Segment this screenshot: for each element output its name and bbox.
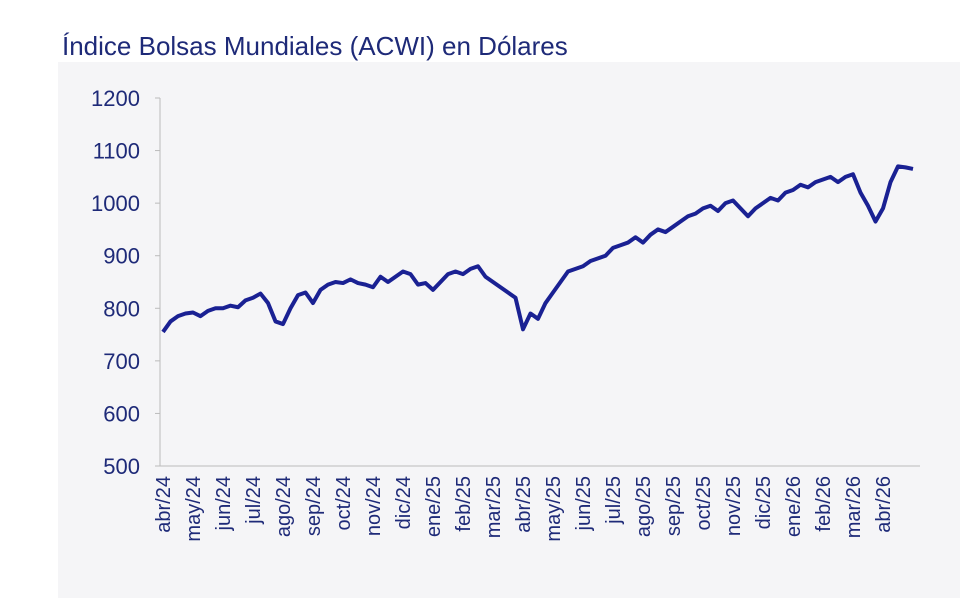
x-tick-label: abr/25 <box>513 476 535 533</box>
x-tick-label: ago/25 <box>633 476 655 537</box>
x-tick-label: jun/25 <box>573 476 595 532</box>
y-tick-label: 1200 <box>91 86 140 111</box>
y-tick-label: 800 <box>103 296 140 321</box>
x-tick-label: feb/26 <box>813 476 835 532</box>
x-tick-label: dic/25 <box>753 476 775 529</box>
x-tick-label: feb/25 <box>453 476 475 532</box>
x-tick-label: mar/25 <box>483 476 505 538</box>
x-tick-label: sep/25 <box>663 476 685 536</box>
x-tick-label: jul/24 <box>243 476 265 525</box>
y-tick-label: 900 <box>103 244 140 269</box>
x-tick-label: ago/24 <box>273 476 295 537</box>
x-tick-label: mar/26 <box>843 476 865 538</box>
x-tick-label: abr/26 <box>873 476 895 533</box>
y-tick-label: 600 <box>103 401 140 426</box>
y-tick-label: 1100 <box>93 139 140 164</box>
x-tick-label: jul/25 <box>603 476 625 525</box>
x-tick-label: dic/24 <box>393 476 415 529</box>
x-tick-label: oct/25 <box>693 476 715 530</box>
x-tick-label: may/25 <box>543 476 565 542</box>
x-tick-label: may/24 <box>183 476 205 542</box>
y-tick-label: 1000 <box>91 191 140 216</box>
x-tick-label: ene/26 <box>783 476 805 537</box>
x-tick-label: ene/25 <box>423 476 445 537</box>
x-tick-label: nov/24 <box>363 476 385 536</box>
series-line <box>161 164 914 334</box>
y-tick-label: 700 <box>103 349 140 374</box>
x-tick-label: abr/24 <box>153 476 175 533</box>
x-tick-label: oct/24 <box>333 476 355 530</box>
x-tick-label: jun/24 <box>213 476 235 532</box>
x-tick-label: nov/25 <box>723 476 745 536</box>
y-tick-label: 500 <box>103 454 140 479</box>
chart-title: Índice Bolsas Mundiales (ACWI) en Dólare… <box>62 31 568 61</box>
x-tick-label: sep/24 <box>303 476 325 536</box>
plot-background <box>58 62 960 598</box>
